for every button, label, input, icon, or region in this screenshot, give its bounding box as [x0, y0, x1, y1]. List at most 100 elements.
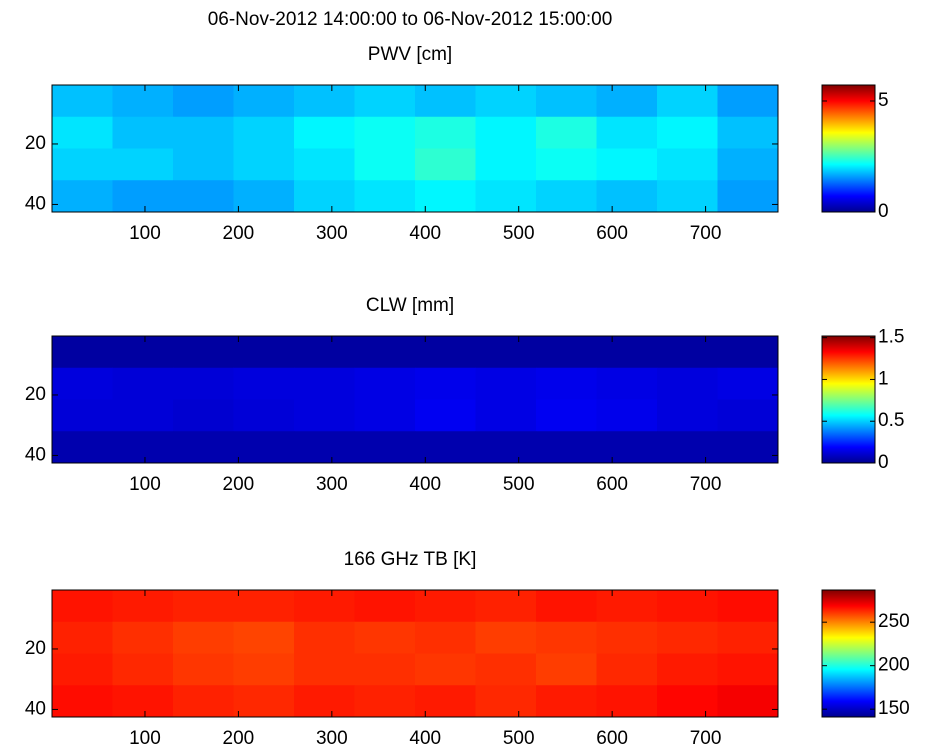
axes-frame	[51, 589, 779, 718]
heat-cell	[596, 116, 658, 149]
heat-cell	[415, 590, 476, 623]
heat-cell	[596, 621, 658, 654]
x-tick-label: 500	[503, 728, 535, 749]
y-tick-label: 20	[25, 638, 46, 659]
heat-cell	[112, 653, 174, 686]
x-tick-label: 600	[596, 474, 628, 495]
heat-cell	[354, 148, 416, 181]
x-tick-label: 400	[409, 728, 441, 749]
heat-cell	[173, 621, 234, 654]
heat-cell	[596, 367, 658, 400]
heat-cell	[536, 116, 597, 149]
heat-cell	[536, 367, 597, 400]
heat-cell	[657, 590, 718, 623]
heat-cell	[354, 653, 416, 686]
heat-cell	[657, 653, 718, 686]
heat-cell	[354, 621, 416, 654]
colorbar-tick-label: 5	[878, 90, 889, 111]
heat-cell	[233, 590, 295, 623]
figure-title: 06-Nov-2012 14:00:00 to 06-Nov-2012 15:0…	[208, 9, 613, 30]
heat-cell	[233, 621, 295, 654]
heat-cell	[294, 85, 355, 118]
heat-cell	[596, 336, 658, 369]
heat-cell	[112, 399, 174, 432]
heat-cell	[52, 590, 113, 623]
heat-cell	[415, 653, 476, 686]
axes-frame	[51, 335, 779, 464]
heat-cell	[233, 85, 295, 118]
heat-cell	[657, 431, 718, 464]
x-tick-label: 300	[316, 223, 348, 244]
heat-cell	[354, 180, 416, 213]
y-tick-label: 40	[25, 193, 46, 214]
heat-cell	[475, 367, 537, 400]
x-tick-label: 600	[596, 223, 628, 244]
heat-cell	[233, 116, 295, 149]
heat-cell	[233, 653, 295, 686]
heat-cell	[596, 590, 658, 623]
x-tick-label: 700	[690, 223, 722, 244]
heat-cell	[354, 85, 416, 118]
heat-cell	[233, 685, 295, 718]
heat-cell	[294, 685, 355, 718]
heat-cell	[112, 85, 174, 118]
heat-cell	[657, 180, 718, 213]
heat-cell	[717, 590, 779, 623]
heat-cell	[354, 431, 416, 464]
heat-cell	[475, 590, 537, 623]
heat-cell	[717, 336, 779, 369]
heat-cell	[233, 431, 295, 464]
heat-cell	[415, 336, 476, 369]
heat-cell	[536, 653, 597, 686]
y-tick-label: 20	[25, 384, 46, 405]
colorbar	[821, 84, 876, 213]
heat-cell	[173, 367, 234, 400]
heat-cell	[415, 621, 476, 654]
heat-cell	[112, 590, 174, 623]
heat-cell	[717, 621, 779, 654]
heat-cell	[596, 399, 658, 432]
heat-cell	[52, 367, 113, 400]
heat-cell	[657, 685, 718, 718]
heat-cell	[173, 653, 234, 686]
heat-cell	[354, 685, 416, 718]
x-tick-label: 700	[690, 474, 722, 495]
heat-cell	[294, 431, 355, 464]
y-tick-label: 40	[25, 698, 46, 719]
colorbar-tick-label: 150	[878, 698, 910, 719]
heat-cell	[354, 367, 416, 400]
heat-cell	[233, 180, 295, 213]
heat-cell	[415, 431, 476, 464]
heat-cell	[717, 399, 779, 432]
axes-frame	[51, 84, 779, 213]
colorbar-tick-label: 200	[878, 655, 910, 676]
heat-cell	[717, 85, 779, 118]
heat-cell	[657, 399, 718, 432]
colorbar-tick-label: 250	[878, 611, 910, 632]
heat-cell	[52, 621, 113, 654]
colorbar-tick-label: 0.5	[878, 410, 904, 431]
x-tick-label: 400	[409, 474, 441, 495]
heat-cell	[52, 399, 113, 432]
heat-cell	[294, 336, 355, 369]
heat-cell	[717, 180, 779, 213]
heat-cell	[173, 399, 234, 432]
heat-cell	[52, 116, 113, 149]
heat-cell	[233, 399, 295, 432]
heat-cell	[475, 116, 537, 149]
heat-cell	[596, 148, 658, 181]
heat-cell	[536, 685, 597, 718]
colorbar-tick-label: 0	[878, 452, 889, 473]
heat-cell	[112, 336, 174, 369]
heat-cell	[475, 685, 537, 718]
heat-cell	[233, 336, 295, 369]
heat-cell	[173, 180, 234, 213]
heat-cell	[596, 653, 658, 686]
heat-cell	[657, 116, 718, 149]
heat-cell	[596, 685, 658, 718]
heat-cell	[596, 85, 658, 118]
heat-cell	[294, 621, 355, 654]
heat-cell	[657, 621, 718, 654]
heat-cell	[657, 367, 718, 400]
heat-cell	[415, 116, 476, 149]
